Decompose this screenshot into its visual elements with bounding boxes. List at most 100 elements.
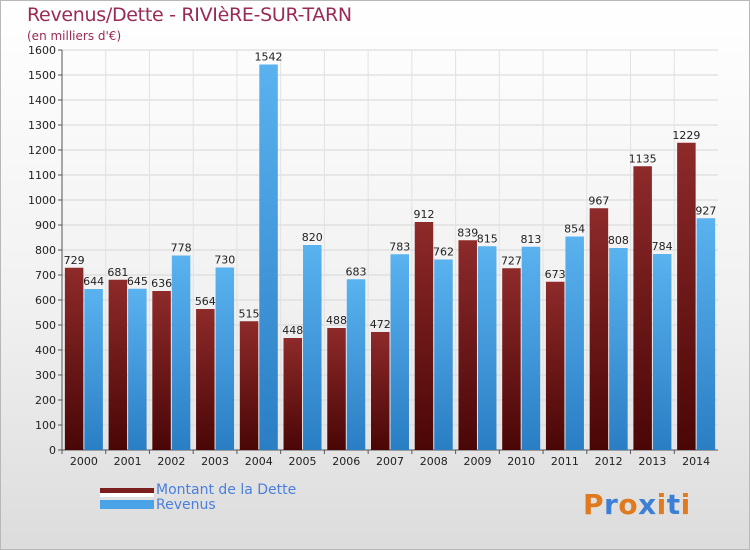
data-label-revenus: 808 (608, 234, 629, 247)
data-label-revenus: 815 (477, 232, 498, 245)
bar-revenus (259, 64, 278, 450)
y-tick-label: 0 (49, 444, 56, 457)
bar-revenus (303, 245, 322, 450)
legend-swatch-dette (100, 488, 154, 497)
proxiti-logo: Proxiti (583, 488, 691, 521)
data-label-revenus: 778 (171, 242, 192, 255)
y-tick-label: 200 (35, 394, 56, 407)
y-tick-label: 900 (35, 219, 56, 232)
grid-lines (62, 49, 718, 451)
data-label-dette: 448 (282, 324, 303, 337)
data-label-dette: 967 (588, 194, 609, 207)
legend-label-dette: Montant de la Dette (156, 482, 297, 498)
y-tick-label: 1300 (28, 119, 56, 132)
bar-revenus (652, 254, 672, 450)
y-tick-label: 600 (35, 294, 56, 307)
bar-dette (327, 328, 346, 450)
x-tick-label: 2005 (289, 455, 317, 468)
y-tick-label: 500 (35, 319, 56, 332)
bar-dette (108, 279, 128, 450)
bar-dette (239, 321, 259, 450)
data-label-revenus: 1542 (255, 51, 283, 64)
y-tick-label: 1000 (28, 194, 56, 207)
y-tick-label: 1500 (28, 69, 56, 82)
y-tick-label: 800 (35, 244, 56, 257)
x-tick-label: 2012 (595, 455, 623, 468)
chart-title: Revenus/Dette - RIVIèRE-SUR-TARN (27, 4, 352, 26)
data-label-dette: 636 (151, 277, 172, 290)
data-label-revenus: 854 (564, 223, 585, 236)
bar-dette (283, 338, 303, 450)
bar-revenus (609, 248, 628, 450)
data-label-revenus: 645 (127, 275, 148, 288)
bar-revenus (390, 254, 409, 450)
data-label-dette: 1135 (629, 152, 657, 165)
logo-letter: P (583, 488, 605, 521)
bar-revenus (128, 288, 147, 450)
x-tick-label: 2003 (201, 455, 229, 468)
legend-swatch-revenus (100, 500, 154, 509)
bar-dette (371, 332, 390, 450)
x-tick-label: 2007 (376, 455, 404, 468)
data-label-dette: 488 (326, 314, 347, 327)
x-tick-label: 2011 (551, 455, 579, 468)
axes: 0 100 200 300 400 500 600 700 800 900 1000 1100 1200… (28, 44, 718, 468)
logo-letter: i (680, 488, 691, 521)
x-tick-label: 2013 (638, 455, 666, 468)
data-label-dette: 472 (370, 318, 391, 331)
data-label-revenus: 820 (302, 231, 323, 244)
y-tick-label: 300 (35, 369, 56, 382)
bar-dette (502, 268, 521, 450)
logo-letter: r (604, 488, 619, 521)
x-tick-label: 2000 (70, 455, 98, 468)
x-tick-label: 2001 (114, 455, 142, 468)
y-tick-label: 100 (35, 419, 56, 432)
data-label-revenus: 683 (346, 265, 367, 278)
bar-dette (64, 267, 84, 450)
bar-dette (196, 309, 215, 450)
data-label-dette: 681 (107, 266, 128, 279)
logo-letter: o (618, 488, 639, 521)
bar-dette (152, 291, 171, 450)
x-tick-label: 2002 (157, 455, 185, 468)
bar-dette (414, 222, 434, 450)
data-label-revenus: 927 (695, 204, 716, 217)
x-tick-label: 2010 (507, 455, 535, 468)
bars (64, 64, 716, 450)
bar-dette (458, 240, 477, 450)
data-label-dette: 564 (195, 295, 216, 308)
data-label-dette: 912 (413, 208, 434, 221)
x-tick-label: 2014 (682, 455, 710, 468)
chart-subtitle: (en milliers d'€) (27, 29, 122, 43)
bar-revenus (346, 279, 366, 450)
data-label-dette: 515 (239, 307, 260, 320)
y-tick-label: 1400 (28, 94, 56, 107)
y-tick-label: 1200 (28, 144, 56, 157)
bar-dette (633, 166, 652, 450)
y-tick-label: 1600 (28, 44, 56, 57)
x-tick-label: 2008 (420, 455, 448, 468)
data-label-revenus: 813 (520, 233, 541, 246)
bar-revenus (696, 218, 716, 450)
data-label-dette: 1229 (672, 129, 700, 142)
bar-dette (589, 208, 609, 450)
bar-revenus (434, 259, 453, 450)
bar-revenus (521, 246, 541, 450)
data-label-dette: 839 (457, 226, 478, 239)
data-label-dette: 673 (545, 268, 566, 281)
logo-letter: t (666, 488, 681, 521)
data-label-revenus: 762 (433, 246, 454, 259)
logo-letter: i (656, 488, 667, 521)
data-label-revenus: 730 (214, 254, 235, 267)
bar-revenus (565, 236, 584, 450)
data-label-revenus: 644 (83, 275, 104, 288)
legend-label-revenus: Revenus (156, 497, 216, 513)
data-label-revenus: 784 (652, 240, 673, 253)
y-tick-label: 400 (35, 344, 56, 357)
data-label-revenus: 783 (389, 240, 410, 253)
bar-dette (545, 281, 565, 450)
bar-revenus (477, 246, 497, 450)
data-label-dette: 727 (501, 254, 522, 267)
data-label-dette: 729 (64, 254, 85, 267)
